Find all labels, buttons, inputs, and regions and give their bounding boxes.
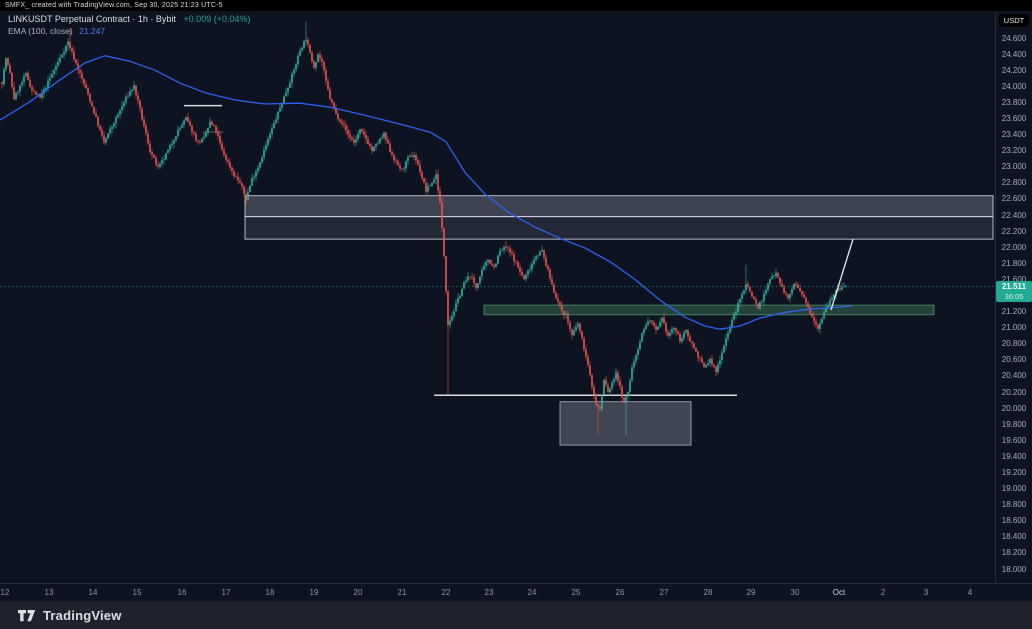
time-tick-label: 23 [484, 588, 494, 597]
price-tick-label: 22.000 [1001, 242, 1027, 252]
price-tick-label: 18.800 [1001, 500, 1027, 510]
price-tick-label: 23.600 [1001, 113, 1027, 123]
price-tick-label: 24.000 [1001, 81, 1027, 91]
watermark-text: SMFX_ created with TradingView.com, Sep … [5, 2, 223, 9]
time-tick-label: 24 [527, 588, 537, 597]
price-tick-label: 23.800 [1001, 97, 1027, 107]
time-tick-label: 19 [309, 588, 319, 597]
price-tick-label: 21.000 [1001, 323, 1027, 333]
price-tick-label: 19.800 [1001, 419, 1027, 429]
currency-unit-button[interactable]: USDT [999, 14, 1029, 27]
time-axis[interactable]: 12 13 14 15 16 17 18 19 20 21 22 23 24 25 26 27 28 29 30 Oc… [0, 583, 1032, 600]
price-tick-label: 21.800 [1001, 258, 1027, 268]
time-tick-label: 28 [703, 588, 713, 597]
time-tick-label: 29 [746, 588, 756, 597]
time-tick-label: 20 [353, 588, 363, 597]
demand-zone-green [483, 304, 935, 316]
price-tick-label: 18.600 [1001, 516, 1027, 526]
time-tick-label: 13 [44, 588, 54, 597]
price-tick-label: 24.400 [1001, 49, 1027, 59]
time-tick-label: 25 [571, 588, 581, 597]
price-tick-label: 18.000 [1001, 564, 1027, 574]
current-price-label: 21.511 36:05 [996, 280, 1032, 302]
tradingview-wordmark[interactable]: TradingView [43, 607, 122, 623]
time-tick-label: 2 [880, 588, 886, 597]
price-tick-label: 18.200 [1001, 548, 1027, 558]
price-tick-label: 22.400 [1001, 210, 1027, 220]
chart-canvas[interactable]: LINKUSDT Perpetual Contract · 1h · Bybit… [0, 11, 995, 583]
current-price-value: 21.511 [1001, 281, 1027, 291]
supply-zone-upper [244, 195, 994, 218]
accumulation-box [559, 401, 692, 446]
time-tick-label: Oct [832, 588, 846, 597]
time-tick-label: 15 [132, 588, 142, 597]
price-tick-label: 20.800 [1001, 339, 1027, 349]
time-tick-label: 3 [923, 588, 929, 597]
time-tick-label: 4 [967, 588, 973, 597]
time-tick-label: 26 [615, 588, 625, 597]
price-tick-label: 22.200 [1001, 226, 1027, 236]
ema-line [0, 55, 853, 330]
time-tick-label: 30 [790, 588, 800, 597]
time-tick-label: 12 [0, 588, 10, 597]
price-tick-label: 21.600 [1001, 274, 1027, 284]
up-candle-bodies [3, 39, 847, 410]
price-tick-label: 20.600 [1001, 355, 1027, 365]
price-tick-label: 20.000 [1001, 403, 1027, 413]
price-tick-label: 23.400 [1001, 130, 1027, 140]
price-tick-label: 22.800 [1001, 178, 1027, 188]
time-tick-label: 18 [265, 588, 275, 597]
price-axis[interactable]: USDT 24.600 24.400 24.200 24.000 23.800 23.60… [995, 11, 1032, 583]
candlestick-chart[interactable] [0, 11, 995, 583]
watermark-bar: SMFX_ created with TradingView.com, Sep … [0, 0, 1032, 11]
time-tick-label: 27 [659, 588, 669, 597]
time-tick-label: 16 [177, 588, 187, 597]
down-candle-bodies [1, 39, 841, 410]
price-tick-label: 21.200 [1001, 307, 1027, 317]
price-tick-label: 24.200 [1001, 65, 1027, 75]
tradingview-icon[interactable] [17, 608, 36, 623]
price-tick-label: 24.600 [1001, 33, 1027, 43]
bottom-toolbar: TradingView [0, 600, 1032, 629]
projection-line [830, 238, 854, 311]
time-tick-label: 21 [397, 588, 407, 597]
time-tick-label: 14 [88, 588, 98, 597]
price-tick-label: 20.400 [1001, 371, 1027, 381]
price-tick-label: 19.200 [1001, 467, 1027, 477]
price-tick-label: 19.000 [1001, 484, 1027, 494]
price-tick-label: 23.200 [1001, 146, 1027, 156]
time-tick-label: 22 [441, 588, 451, 597]
bar-countdown: 36:05 [1004, 291, 1024, 301]
price-tick-label: 20.200 [1001, 387, 1027, 397]
price-tick-label: 18.400 [1001, 532, 1027, 542]
time-tick-label: 17 [221, 588, 231, 597]
supply-zone-lower [244, 216, 994, 240]
price-tick-label: 19.600 [1001, 435, 1027, 445]
price-tick-label: 19.400 [1001, 451, 1027, 461]
price-tick-label: 23.000 [1001, 162, 1027, 172]
price-tick-label: 22.600 [1001, 194, 1027, 204]
